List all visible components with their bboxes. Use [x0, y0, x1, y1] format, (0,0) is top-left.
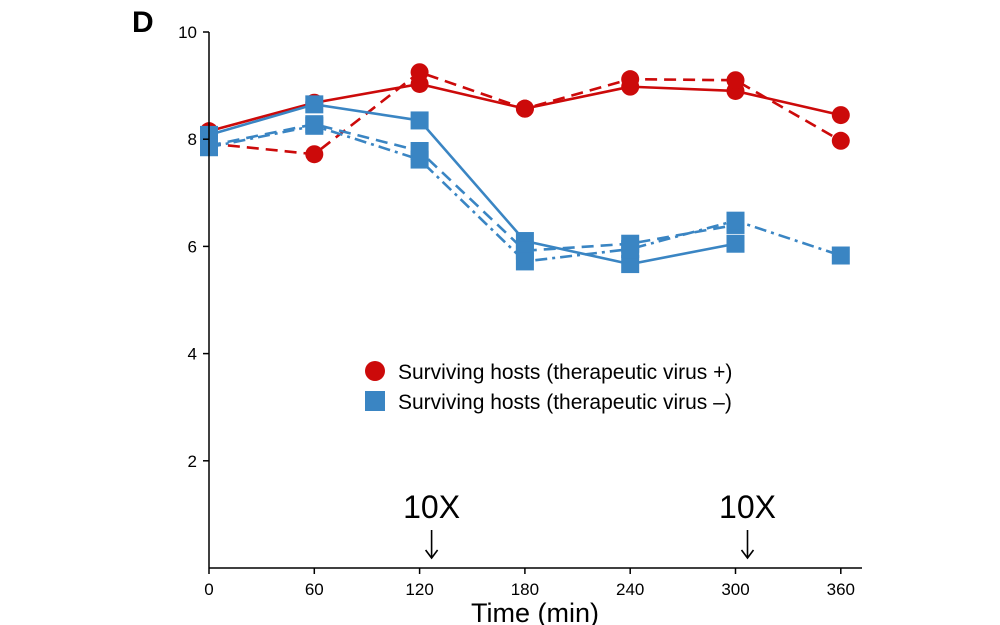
y-tick-label: 10 — [178, 23, 197, 42]
legend-circle-marker — [365, 361, 385, 381]
panel-label: D — [132, 6, 154, 39]
square-marker — [515, 252, 534, 271]
y-tick-label: 2 — [188, 452, 197, 471]
annotation-label: 10X — [403, 489, 460, 525]
x-tick-label: 60 — [305, 580, 324, 599]
square-marker — [305, 116, 324, 135]
square-marker — [410, 111, 429, 130]
x-tick-label: 240 — [616, 580, 644, 599]
y-tick-label: 4 — [188, 345, 197, 364]
x-tick-label: 300 — [721, 580, 749, 599]
square-marker — [305, 95, 324, 114]
legend-square-marker — [365, 391, 385, 411]
axes-layer — [208, 32, 862, 569]
annotation-arrow-head — [424, 549, 439, 560]
legend-label: Surviving hosts (therapeutic virus –) — [398, 391, 732, 414]
square-marker — [621, 240, 640, 259]
legend: Surviving hosts (therapeutic virus +) Sur… — [365, 361, 732, 414]
ticks-layer: 0 60 120 180 240 300 360 2 4 6 8 10 — [178, 23, 855, 599]
legend-label: Surviving hosts (therapeutic virus +) — [398, 361, 732, 384]
x-tick-label: 0 — [204, 580, 213, 599]
x-tick-label: 120 — [405, 580, 433, 599]
square-marker — [726, 234, 745, 253]
circle-marker — [621, 70, 640, 89]
x-tick-label: 180 — [511, 580, 539, 599]
square-marker — [621, 255, 640, 274]
circle-marker — [305, 145, 324, 164]
circle-marker — [831, 131, 850, 150]
circle-marker — [726, 71, 745, 90]
circle-marker — [515, 99, 534, 118]
y-tick-label: 6 — [188, 237, 197, 256]
x-axis-label: Time (min) — [471, 598, 599, 625]
annotation-label: 10X — [719, 489, 776, 525]
annotations-layer: 10X 10X — [403, 489, 776, 560]
square-marker — [831, 246, 850, 265]
circle-marker — [410, 63, 429, 82]
square-marker — [726, 211, 745, 230]
series-line — [208, 122, 736, 252]
x-tick-label: 360 — [827, 580, 855, 599]
y-tick-label: 8 — [188, 130, 197, 149]
circle-marker — [831, 106, 850, 125]
series-line — [208, 103, 736, 266]
series-layer — [200, 63, 850, 274]
annotation-arrow-head — [740, 549, 755, 560]
square-marker — [410, 150, 429, 169]
